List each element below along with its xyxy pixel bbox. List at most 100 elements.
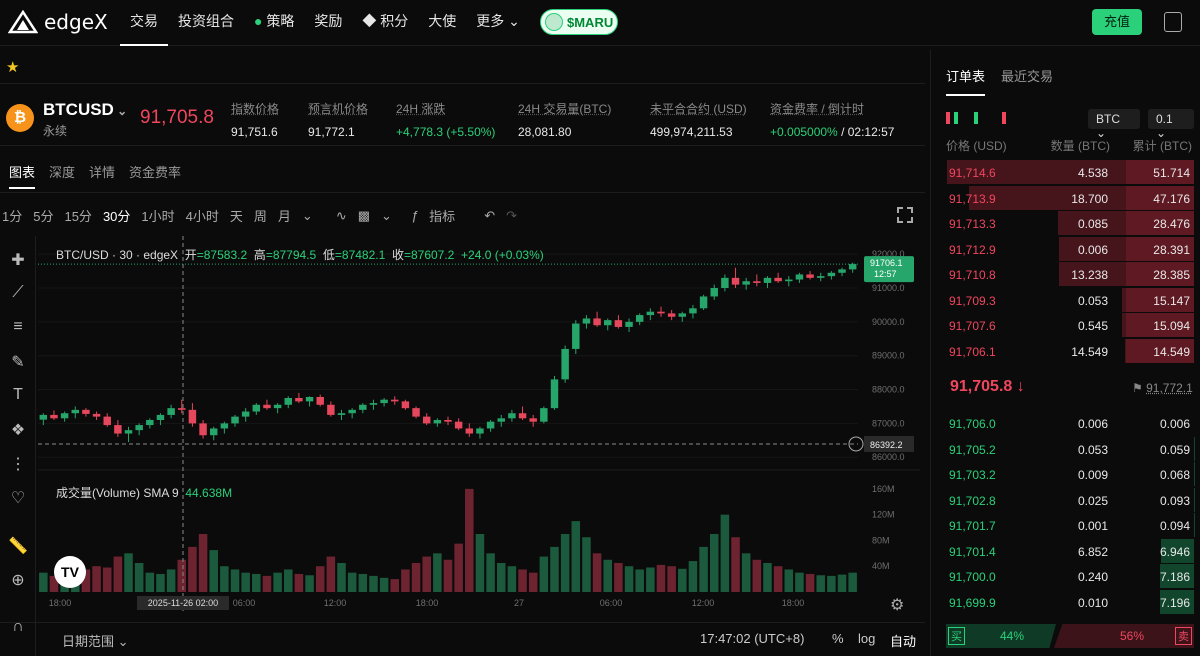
nav-strategy[interactable]: ● 策略 (254, 13, 295, 29)
bid-row[interactable]: 91,699.9 0.010 7.196 (946, 589, 1194, 614)
edgex-logo[interactable]: edgeX (8, 10, 108, 34)
view-bids-icon[interactable] (974, 112, 986, 124)
ask-row[interactable]: 91,707.6 0.545 15.094 (946, 313, 1194, 337)
tab-depth[interactable]: 深度 (49, 165, 76, 180)
bid-depth-bar (1159, 564, 1194, 588)
tf-1h[interactable]: 1小时 (141, 209, 175, 224)
candle-body (135, 425, 143, 431)
tf-30m[interactable]: 30分 (102, 209, 131, 224)
log-toggle[interactable]: log (858, 631, 876, 646)
tf-15m[interactable]: 15分 (64, 209, 92, 224)
symbol-selector[interactable]: BTCUSD ⌄ (43, 100, 128, 119)
indicators-button[interactable]: 指标 (429, 209, 456, 224)
text-icon[interactable]: T (13, 386, 23, 403)
auto-toggle[interactable]: 自动 (890, 634, 917, 649)
fib-icon[interactable]: ≡ (13, 318, 23, 335)
fullscreen-icon[interactable] (897, 207, 913, 223)
ask-row[interactable]: 91,706.1 14.549 14.549 (946, 338, 1194, 363)
brush-icon[interactable]: ✎ (11, 354, 25, 371)
candle-icon[interactable]: ▩ (357, 207, 371, 223)
download-icon[interactable] (1164, 12, 1182, 32)
undo-icon[interactable]: ↶ (484, 207, 496, 223)
pattern-icon[interactable]: ❖ (10, 422, 26, 439)
candle-body (369, 403, 378, 405)
star-icon[interactable]: ★ (6, 59, 20, 76)
bid-row[interactable]: 91,703.2 0.009 0.068 (946, 462, 1194, 486)
candle-body (433, 420, 442, 424)
line-chart-icon[interactable]: ∿ (335, 207, 347, 223)
asset-select[interactable]: BTC ⌄ (1088, 109, 1140, 140)
last-price-badge (864, 256, 914, 283)
volume-bar (624, 566, 634, 592)
zoom-icon[interactable]: ⊕ (11, 572, 25, 589)
settings-icon[interactable]: ⚙ (890, 597, 905, 614)
volume-bar (603, 559, 612, 592)
ask-price: 91,709.3 (949, 293, 996, 308)
fx-icon[interactable]: ƒ (410, 208, 419, 223)
tf-1m[interactable]: 1分 (2, 209, 23, 224)
maru-badge[interactable]: $MARU (540, 9, 618, 35)
ask-row[interactable]: 91,710.8 13.238 28.385 (946, 262, 1194, 286)
tf-1w[interactable]: 周 (253, 209, 267, 224)
tf-1M[interactable]: 月 (277, 209, 291, 224)
tf-1d[interactable]: 天 (229, 209, 243, 224)
ask-row[interactable]: 91,713.3 0.085 28.476 (946, 211, 1194, 235)
view-both-icon[interactable] (946, 112, 958, 124)
top-bar: edgeX 交易 投资组合 ● 策略 奖励 ◆ 积分 大使 更多 ⌄ $MARU… (0, 0, 1200, 46)
bid-row[interactable]: 91,702.8 0.025 0.093 (946, 487, 1194, 512)
candle-body (550, 379, 559, 409)
magnet-icon[interactable]: ∩ (12, 618, 24, 635)
nav-trade[interactable]: 交易 (120, 0, 168, 46)
crosshair-icon[interactable]: ✚ (11, 252, 25, 269)
tab-details[interactable]: 详情 (89, 165, 116, 180)
bid-size: 0.009 (1077, 468, 1108, 482)
volume-bar (592, 553, 602, 592)
step-select[interactable]: 0.1 ⌄ (1148, 109, 1194, 140)
chevron-down-icon[interactable]: ⌄ (381, 207, 392, 223)
percent-toggle[interactable]: % (832, 631, 844, 646)
nav-ambassador[interactable]: 大使 (428, 13, 457, 29)
date-range-button[interactable]: 日期范围 ⌄ (62, 634, 129, 649)
bid-row[interactable]: 91,705.2 0.053 0.059 (946, 436, 1194, 461)
stat-24h-volume[interactable]: 24H 交易量(BTC) 28,081.80 (518, 102, 612, 139)
volume-bar (795, 572, 804, 592)
tab-funding[interactable]: 资金费率 (129, 165, 182, 180)
deposit-button[interactable]: 充值 (1092, 9, 1142, 35)
ruler-icon[interactable]: 📏 (8, 538, 28, 555)
ask-total-bar (1126, 338, 1194, 363)
ask-price: 91,710.8 (949, 268, 996, 282)
bid-row[interactable]: 91,706.0 0.006 0.006 (946, 411, 1194, 435)
ask-row[interactable]: 91,714.6 4.538 51.714 (946, 160, 1194, 184)
tab-recent-trades[interactable]: 最近交易 (1001, 69, 1054, 84)
bid-price: 91,703.2 (949, 468, 996, 482)
volume-bar (92, 566, 101, 592)
nav-rewards[interactable]: 奖励 (314, 13, 343, 29)
candle-body (667, 313, 676, 317)
chevron-down-icon[interactable]: ⌄ (301, 207, 313, 223)
favorites-row: ★ (0, 50, 925, 84)
ask-row[interactable]: 91,709.3 0.053 15.147 (946, 287, 1194, 312)
bid-row[interactable]: 91,701.7 0.001 0.094 (946, 513, 1194, 537)
ohlc-legend: BTC/USD · 30 · edgeX 开=87583.2 高=87794.5… (56, 248, 544, 262)
bid-row[interactable]: 91,700.0 0.240 7.186 (946, 564, 1194, 588)
view-asks-icon[interactable] (1002, 112, 1014, 124)
measure-icon[interactable]: ⋮ (10, 456, 26, 473)
redo-icon[interactable]: ↷ (506, 207, 517, 223)
bid-row[interactable]: 91,701.4 6.852 6.946 (946, 538, 1194, 563)
tab-chart[interactable]: 图表 (9, 162, 36, 189)
nav-points[interactable]: ◆ 积分 (362, 13, 409, 29)
ask-row[interactable]: 91,712.9 0.006 28.391 (946, 236, 1194, 261)
price-chart[interactable]: 92000.0 91000.0 90000.0 89000.0 88000.0 87000… (38, 236, 920, 612)
candle-body (817, 276, 825, 278)
tf-5m[interactable]: 5分 (33, 209, 54, 224)
volume-bar (816, 575, 825, 592)
nav-more[interactable]: 更多 ⌄ (476, 13, 520, 29)
ask-row[interactable]: 91,713.9 18.700 47.176 (946, 185, 1194, 210)
bid-size: 6.852 (1077, 544, 1108, 559)
tf-4h[interactable]: 4小时 (185, 209, 219, 224)
trendline-icon[interactable]: ⟋ (12, 284, 24, 301)
tab-orderbook[interactable]: 订单表 (946, 66, 986, 96)
nav-portfolio[interactable]: 投资组合 (178, 13, 234, 29)
heart-icon[interactable]: ♡ (10, 490, 26, 507)
candle-body (582, 318, 591, 324)
